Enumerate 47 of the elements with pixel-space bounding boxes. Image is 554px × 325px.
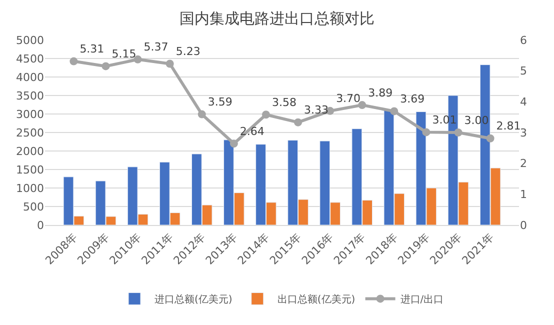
y2-tick-label: 2 xyxy=(520,157,527,170)
y-tick-label: 2000 xyxy=(16,144,44,158)
data-label: 2.81 xyxy=(496,120,521,133)
data-label: 3.59 xyxy=(208,96,232,109)
point xyxy=(262,110,270,119)
y2-tick-label: 4 xyxy=(520,96,527,109)
data-label: 5.31 xyxy=(80,42,104,56)
y2-tick-label: 0 xyxy=(520,218,527,232)
chart-title: 国内集成电路进出口总额对比 xyxy=(180,10,374,28)
point xyxy=(166,60,174,68)
point xyxy=(486,134,494,142)
point xyxy=(134,55,142,64)
point xyxy=(422,128,430,136)
y-tick-label: 1000 xyxy=(16,182,44,195)
y2-tick-label: 5 xyxy=(520,64,527,78)
data-label: 3.69 xyxy=(400,92,425,106)
point xyxy=(70,57,78,66)
y-tick-label: 0 xyxy=(37,218,44,232)
point xyxy=(358,101,366,110)
y-tick-label: 500 xyxy=(23,200,44,214)
legend-label: 进口总额(亿美元) xyxy=(154,294,232,306)
y-tick-label: 2500 xyxy=(16,126,44,140)
point xyxy=(294,118,302,126)
point xyxy=(198,110,206,118)
y2-tick-label: 6 xyxy=(520,34,527,47)
legend-label: 进口/出口 xyxy=(400,294,444,306)
point xyxy=(230,140,238,148)
y-tick-label: 3500 xyxy=(16,89,44,102)
data-label: 5.15 xyxy=(112,47,136,60)
data-label: 3.89 xyxy=(368,86,393,100)
data-label: 3.33 xyxy=(304,104,329,117)
y-tick-label: 3000 xyxy=(16,108,44,121)
data-label: 2.64 xyxy=(240,124,264,138)
point xyxy=(454,128,462,136)
legend-label: 出口总额(亿美元) xyxy=(277,294,356,306)
y2-tick-label: 1 xyxy=(520,188,527,202)
y-tick-label: 1500 xyxy=(16,163,44,176)
y-tick-label: 4500 xyxy=(16,52,44,66)
data-label: 3.70 xyxy=(336,92,361,106)
data-label: 3.58 xyxy=(272,96,296,109)
data-label: 5.37 xyxy=(144,40,168,54)
point xyxy=(102,62,110,70)
y-tick-label: 4000 xyxy=(16,70,44,84)
point xyxy=(390,107,398,116)
data-label: 5.23 xyxy=(176,44,200,58)
y-tick-label: 5000 xyxy=(16,34,44,47)
y2-tick-label: 3 xyxy=(520,126,527,140)
